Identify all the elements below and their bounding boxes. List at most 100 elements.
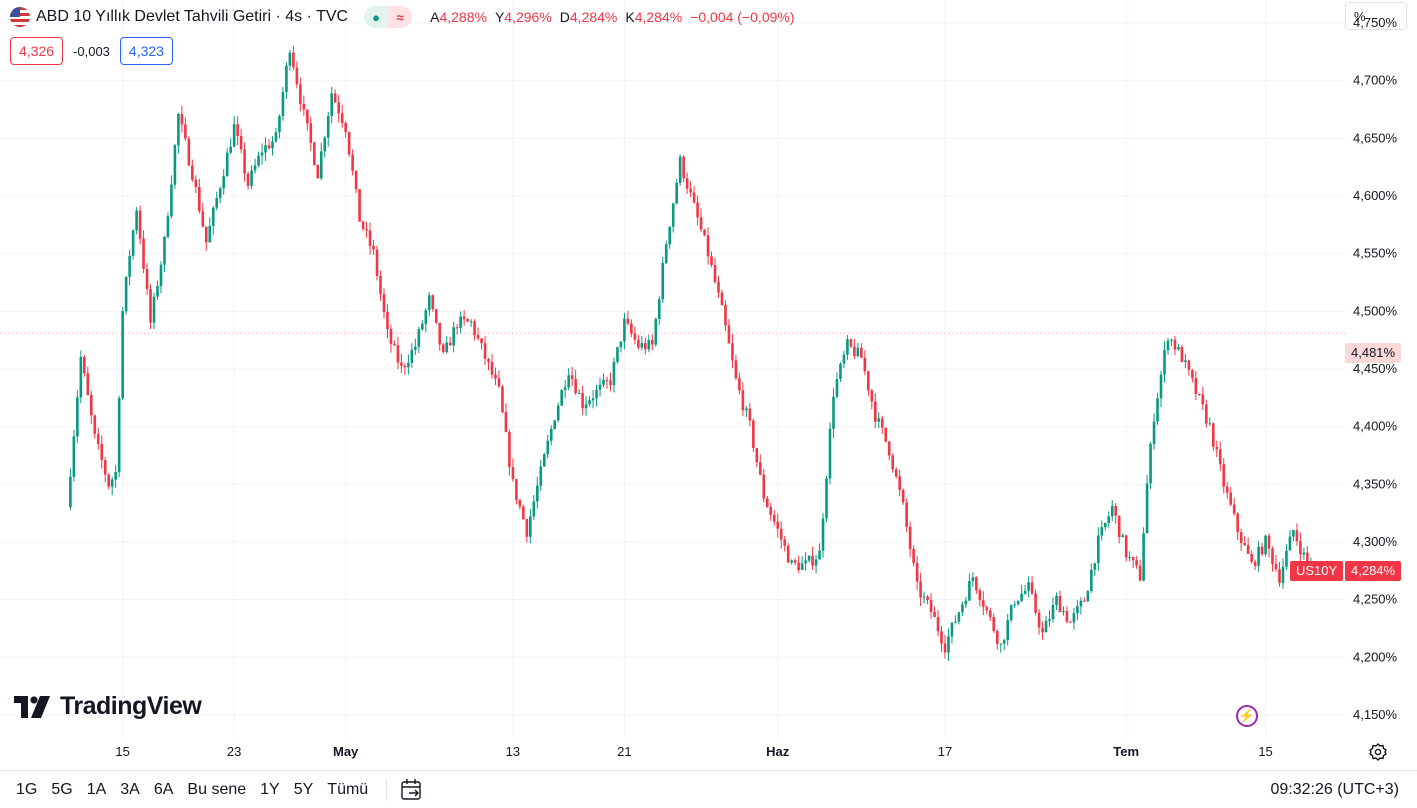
candle-body [950,622,954,637]
candle-body [1281,566,1285,583]
candle-body [128,255,131,277]
candle-body [1016,600,1020,605]
range-1d-button[interactable]: 1G [16,780,38,798]
candle-body [152,296,156,323]
candle-body [919,581,922,598]
candle-body [567,375,570,388]
candle-body [995,631,999,644]
candle-body [170,184,173,217]
tradingview-logo[interactable]: TradingView [14,692,202,721]
candle-body [344,123,347,133]
candle-body [860,347,863,358]
price-tick-label: 4,150% [1353,707,1398,722]
delayed-data-icon[interactable]: ≈ [388,6,413,28]
lightning-icon[interactable]: ⚡ [1236,705,1258,727]
candle-body [414,346,417,350]
candle-body [549,428,553,441]
candle-body [968,581,971,601]
candle-body [427,295,431,311]
candle-body [529,516,532,537]
candle-body [312,142,316,165]
candle-body [466,319,469,322]
range-1m-button[interactable]: 1A [86,780,107,798]
candlestick-chart[interactable]: 4,150% 4,200% 4,250% 4,300% 4,350% 4,400% 4,45… [0,0,1417,770]
candle-body [542,454,546,467]
candle-body [1041,627,1044,633]
chart-plot-area[interactable]: 4,150% 4,200% 4,250% 4,300% 4,350% 4,400% 4,45… [0,0,1398,759]
price-tick-label: 4,500% [1353,303,1398,318]
sell-button[interactable]: 4,326 [10,37,64,65]
candle-body [191,165,194,180]
range-5y-button[interactable]: 5Y [293,780,314,798]
candle-body [1079,600,1083,607]
candle-body [839,363,842,379]
candle-body [1208,423,1212,425]
candle-body [1278,569,1281,583]
gear-icon[interactable] [1368,742,1388,762]
candle-body [936,617,940,632]
candle-body [79,356,83,398]
candle-body [1166,340,1170,351]
candle-body [319,151,323,179]
candle-body [1117,515,1121,538]
candle-body [89,394,93,416]
candle-body [1274,563,1278,570]
candle-body [504,412,508,432]
price-tick-label: 4,650% [1353,130,1398,145]
price-axis[interactable]: 4,150% 4,200% 4,250% 4,300% 4,350% 4,400% 4,45… [1353,15,1398,722]
candle-body [1100,527,1104,536]
range-3m-button[interactable]: 3A [120,780,140,798]
candle-body [929,599,933,612]
candle-body [407,362,410,368]
candle-body [295,67,299,85]
range-1y-button[interactable]: 1Y [260,780,280,798]
market-open-icon[interactable]: ● [364,6,389,28]
goto-date-icon[interactable] [399,777,425,803]
range-5d-button[interactable]: 5G [51,780,73,798]
time-tick-label: 17 [938,744,952,759]
candle-body [525,519,529,537]
time-axis[interactable]: 15 23 May 13 21 Haz 17 Tem 15 [115,744,1272,759]
ohlc-item: A4,288% [430,9,487,25]
price-unit-selector[interactable]: % [1345,2,1407,30]
candle-body [765,498,769,508]
buy-button[interactable]: 4,323 [119,37,173,65]
clock-timezone[interactable]: 09:32:26 (UTC+3) [1270,781,1399,798]
candle-body [957,612,961,622]
symbol-title[interactable]: ABD 10 Yıllık Devlet Tahvili Getiri · 4s… [36,8,349,25]
candle-body [626,318,630,324]
price-tick-label: 4,450% [1353,361,1398,376]
range-6m-button[interactable]: 6A [153,780,174,798]
ohlc-value: 4,284% [634,9,683,25]
candle-body [1225,486,1229,493]
candle-body [657,299,661,320]
range-all-button[interactable]: Tümü [327,780,369,798]
candle-body [908,526,912,550]
candle-body [664,244,668,263]
candle-body [988,610,992,618]
status-pill[interactable]: ● ≈ [364,6,413,28]
candle-body [145,268,149,290]
candle-body [887,441,891,456]
candle-body [1201,394,1205,405]
candle-body [975,577,978,591]
candle-body [431,295,435,310]
candle-body [340,113,344,124]
candle-body [734,360,738,379]
candle-body [156,285,159,297]
candle-body [452,327,455,346]
candle-body [117,398,121,472]
candle-body [1145,483,1149,534]
candle-body [846,339,849,355]
range-ytd-button[interactable]: Bu sene [187,780,247,798]
candle-body [553,420,557,429]
candle-body [1187,360,1191,371]
candle-body [83,356,86,374]
candle-body [877,418,881,422]
candle-body [358,189,361,222]
time-tick-label: 21 [617,744,631,759]
candle-body [121,311,124,399]
candle-body [574,379,577,394]
candle-body [570,375,574,379]
candle-body [483,343,487,359]
